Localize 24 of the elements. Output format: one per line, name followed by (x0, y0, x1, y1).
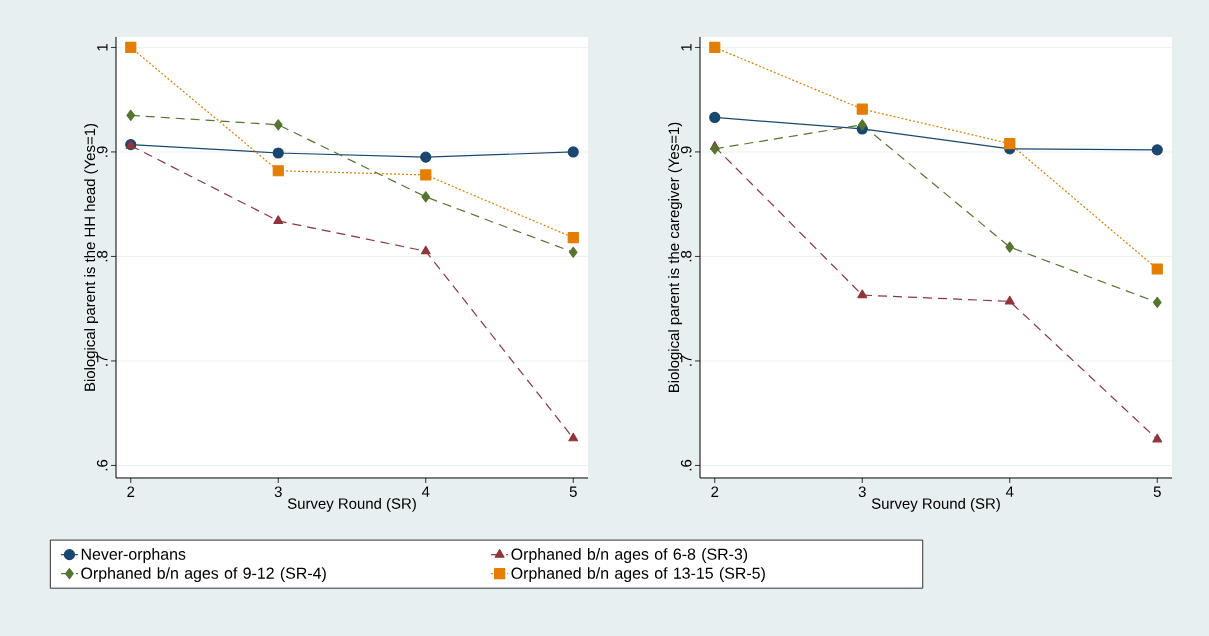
legend-label: Orphaned b/n ages of 9-12 (SR-4) (81, 567, 326, 583)
y-tick-label: .9 (680, 146, 692, 157)
y-tick-label: .7 (97, 355, 108, 366)
x-axis-title: Survey Round (SR) (871, 497, 1000, 512)
x-tick-label: 2 (711, 486, 719, 497)
x-tick-label: 2 (127, 486, 135, 497)
y-tick-label: .7 (681, 355, 692, 366)
x-tick-label: 4 (421, 486, 430, 497)
x-tick-label: 5 (1153, 486, 1161, 497)
x-tick-label: 4 (1005, 486, 1014, 497)
y-tick-label: 1 (97, 44, 108, 51)
legend-label: Orphaned b/n ages of 13-15 (SR-5) (511, 567, 765, 583)
y-tick-label: 1 (681, 44, 692, 51)
y-tick-label: .8 (680, 250, 692, 262)
legend-label: Never-orphans (81, 548, 186, 563)
y-tick-label: .8 (96, 250, 108, 262)
y-tick-label: .9 (96, 146, 108, 157)
x-tick-label: 5 (569, 486, 577, 497)
y-tick-label: .6 (680, 459, 692, 471)
legend-label: Orphaned b/n ages of 6-8 (SR-3) (511, 548, 748, 563)
x-tick-label: 3 (274, 486, 282, 498)
y-tick-label: .6 (96, 459, 108, 471)
x-tick-label: 3 (858, 486, 866, 498)
x-axis-title: Survey Round (SR) (287, 497, 416, 512)
